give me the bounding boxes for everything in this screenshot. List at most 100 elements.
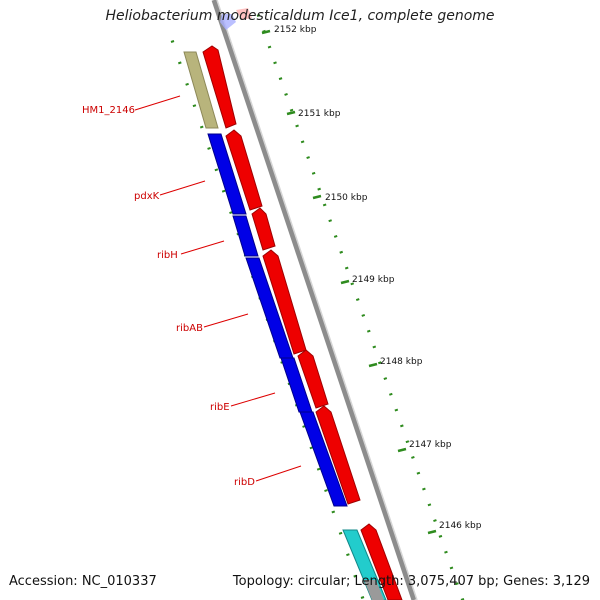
genome-backbone-highlight — [216, 0, 418, 600]
scale-labels: 2152 kbp 2151 kbp 2150 kbp 2149 kbp 2148… — [274, 25, 482, 531]
scale-dash-11 — [317, 187, 321, 191]
scale-major-ticks — [261, 29, 437, 535]
major-tick-2150 — [312, 194, 322, 200]
scale-dash-0 — [256, 14, 261, 17]
scale-dash-31 — [427, 503, 432, 507]
inner-dash-21 — [324, 489, 328, 493]
inner-dash-0 — [170, 40, 175, 43]
scale-dash-12 — [322, 203, 327, 207]
scale-dash-13 — [328, 219, 332, 223]
scale-dash-8 — [300, 140, 305, 144]
major-tick-2151 — [286, 110, 296, 116]
genome-summary-text: Topology: circular; Length: 3,075,407 bp… — [232, 574, 590, 589]
scale-dash-33 — [438, 534, 443, 538]
inner-dash-26 — [360, 596, 365, 599]
scale-dash-28 — [411, 455, 415, 459]
inner-dash-3 — [192, 104, 197, 108]
genome-backbone — [211, 0, 417, 600]
gene-block-ribh — [232, 215, 259, 257]
scale-dash-22 — [377, 361, 382, 365]
inner-dash-24 — [346, 553, 350, 557]
scale-dash-24 — [389, 392, 393, 396]
gene-label-pdxk: pdxK — [134, 191, 160, 202]
scale-label-2150: 2150 kbp — [325, 193, 368, 203]
scale-dash-10 — [311, 171, 316, 175]
scale-label-2146: 2146 kbp — [439, 521, 482, 531]
scale-label-2151: 2151 kbp — [298, 109, 341, 119]
scale-label-2148: 2148 kbp — [380, 357, 423, 367]
scale-dash-5 — [284, 92, 288, 96]
faint-top-feature-blue — [220, 14, 236, 30]
scale-label-2147: 2147 kbp — [409, 440, 452, 450]
scale-dash-23 — [383, 377, 388, 380]
gene-label-ribab: ribAB — [176, 323, 203, 334]
scale-dash-25 — [394, 408, 399, 412]
cds-forward-6 — [315, 405, 361, 505]
inner-dash-5 — [207, 146, 211, 150]
scale-dash-15 — [339, 250, 344, 254]
scale-dash-20 — [366, 329, 371, 333]
gene-block-hm1-2146 — [183, 51, 219, 129]
gene-block-rna-shadow — [364, 580, 384, 600]
gene-label-ribd: ribD — [234, 477, 255, 488]
leader-pdxk — [159, 180, 206, 196]
scale-dash-35 — [449, 566, 454, 570]
scale-dash-29 — [416, 471, 421, 475]
scale-dash-27 — [405, 440, 410, 444]
leader-ribh — [180, 240, 225, 255]
scale-dash-32 — [433, 519, 437, 523]
inner-dash-4 — [199, 125, 204, 129]
faint-top-feature-red — [236, 8, 252, 20]
scale-dash-19 — [361, 313, 366, 317]
gene-label-ribe: ribE — [210, 402, 230, 413]
cds-forward-5 — [297, 349, 329, 409]
gene-label-ribh: ribH — [157, 250, 178, 261]
leader-ribd — [255, 465, 302, 482]
major-tick-2149 — [340, 279, 350, 285]
scale-dash-17 — [350, 282, 355, 286]
leader-hm1-2146 — [134, 95, 181, 111]
scale-dash-14 — [333, 235, 338, 238]
scale-dash-18 — [355, 298, 360, 302]
genome-title: Heliobacterium modesticaldum Ice1, compl… — [105, 8, 495, 24]
cds-forward-3 — [251, 207, 276, 251]
scale-dash-16 — [344, 266, 349, 270]
inner-dash-7 — [221, 189, 226, 193]
major-tick-2147 — [397, 447, 407, 453]
inner-dash-2 — [185, 82, 189, 86]
gene-block-ribd — [299, 411, 348, 507]
scale-dash-7 — [295, 124, 299, 128]
cds-forward-7 — [360, 523, 403, 600]
inner-dash-23 — [338, 531, 343, 535]
gene-label-hm1-2146: HM1_2146 — [82, 105, 135, 116]
leader-ribab — [203, 313, 249, 328]
scale-dash-4 — [278, 77, 283, 81]
inner-dash-20 — [316, 467, 321, 471]
gene-track — [183, 51, 387, 600]
inner-dash-25 — [353, 574, 358, 578]
inner-dash-1 — [177, 61, 182, 65]
gene-labels: HM1_2146 pdxK ribH ribAB ribE ribD — [82, 95, 302, 488]
scale-label-2149: 2149 kbp — [352, 275, 395, 285]
accession-text: Accession: NC_010337 — [9, 574, 157, 589]
inner-dash-6 — [214, 168, 219, 172]
scale-dash-3 — [273, 61, 277, 65]
scale-dash-34 — [444, 550, 448, 554]
cds-forward-2 — [225, 129, 263, 211]
cds-forward-4 — [262, 249, 307, 355]
scale-dashes — [256, 14, 465, 600]
scale-dash-36 — [455, 582, 459, 586]
scale-dash-30 — [422, 487, 426, 491]
scale-dash-6 — [289, 108, 294, 112]
major-tick-2152 — [261, 29, 271, 35]
scale-dash-26 — [400, 424, 404, 428]
inner-dash-22 — [331, 510, 336, 514]
forward-cds-track — [202, 45, 403, 600]
leader-ribe — [230, 392, 276, 407]
scale-dash-9 — [306, 156, 310, 160]
cds-forward-1 — [202, 45, 237, 129]
major-tick-2148 — [368, 362, 378, 368]
scale-label-2152: 2152 kbp — [274, 25, 317, 35]
major-tick-2146 — [427, 529, 437, 535]
